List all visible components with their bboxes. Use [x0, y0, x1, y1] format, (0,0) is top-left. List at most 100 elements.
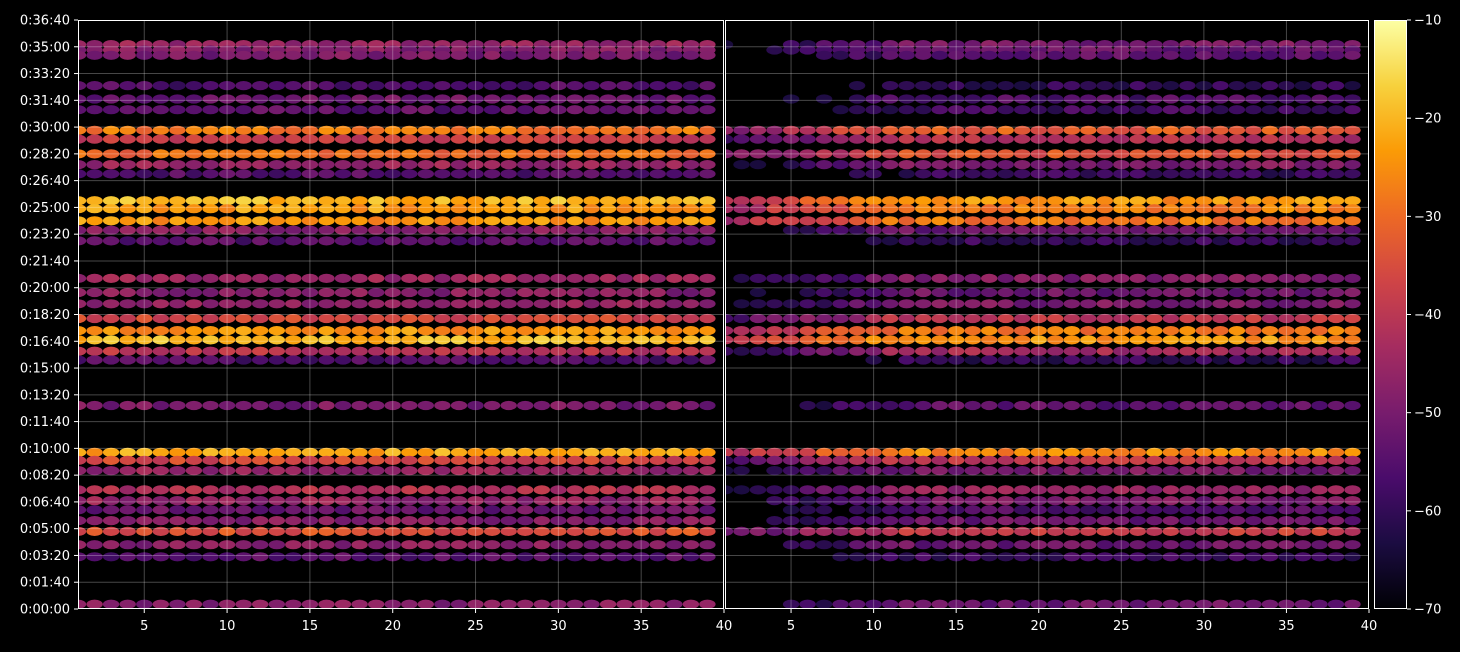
- heatmap-cell: [1162, 313, 1180, 324]
- heatmap-cell: [1080, 455, 1097, 465]
- heatmap-cell: [666, 236, 683, 246]
- heatmap-cell: [218, 149, 236, 159]
- heatmap-cell: [550, 105, 567, 115]
- heatmap-cell: [633, 287, 650, 298]
- heatmap-cell: [1146, 204, 1163, 214]
- heatmap-cell: [500, 273, 517, 283]
- heatmap-cell: [699, 81, 716, 91]
- heatmap-cell: [799, 526, 816, 537]
- heatmap-cell: [1014, 196, 1031, 206]
- heatmap-cell: [301, 355, 319, 365]
- heatmap-cell: [948, 400, 965, 411]
- heatmap-cell: [285, 105, 302, 115]
- heatmap-cell: [881, 526, 899, 537]
- heatmap-cell: [450, 169, 468, 179]
- heatmap-cell: [815, 273, 833, 283]
- heatmap-cell: [583, 169, 600, 179]
- heatmap-cell: [649, 516, 666, 526]
- heatmap-cell: [599, 287, 617, 298]
- heatmap-cell: [981, 125, 998, 135]
- heatmap-cell: [334, 346, 352, 356]
- heatmap-cell: [517, 287, 534, 298]
- heatmap-cell: [1146, 540, 1163, 550]
- heatmap-cell: [1327, 94, 1345, 104]
- heatmap-cell: [1014, 455, 1031, 465]
- heatmap-cell: [699, 287, 716, 298]
- heatmap-cell: [583, 516, 600, 526]
- heatmap-cell: [384, 447, 401, 457]
- heatmap-cell: [1278, 196, 1295, 206]
- heatmap-cell: [1228, 204, 1246, 214]
- heatmap-cell: [1014, 273, 1031, 283]
- heatmap-cell: [1327, 50, 1345, 60]
- heatmap-cell: [599, 196, 617, 206]
- heatmap-cell: [1278, 299, 1295, 309]
- heatmap-cell: [1327, 160, 1345, 170]
- heatmap-cell: [102, 105, 120, 115]
- heatmap-cell: [1014, 313, 1031, 324]
- heatmap-cell: [533, 236, 550, 246]
- heatmap-cell: [931, 216, 948, 226]
- heatmap-cell: [533, 485, 550, 495]
- heatmap-cell: [119, 149, 136, 159]
- heatmap-cell: [318, 355, 335, 365]
- heatmap-cell: [78, 505, 87, 515]
- heatmap-cell: [1261, 299, 1279, 309]
- heatmap-cell: [997, 160, 1014, 170]
- heatmap-cell: [78, 540, 87, 550]
- heatmap-cell: [86, 236, 103, 246]
- heatmap-cell: [1195, 169, 1213, 179]
- heatmap-cell: [1063, 599, 1081, 609]
- heatmap-cell: [682, 355, 700, 365]
- heatmap-cell: [566, 134, 584, 144]
- heatmap-cell: [417, 81, 434, 91]
- heatmap-cell: [152, 50, 169, 60]
- heatmap-cell: [1096, 552, 1114, 562]
- heatmap-cell: [915, 273, 932, 283]
- y-tick-label: 0:03:20: [20, 549, 70, 564]
- heatmap-cell: [401, 299, 418, 309]
- heatmap-cell: [218, 455, 236, 465]
- heatmap-cell: [152, 225, 169, 235]
- heatmap-cell: [218, 204, 236, 214]
- heatmap-cell: [1327, 287, 1345, 298]
- heatmap-cell: [185, 134, 203, 144]
- heatmap-cell: [1311, 516, 1328, 526]
- heatmap-cell: [583, 216, 600, 226]
- heatmap-cell: [218, 447, 236, 457]
- x-tick-label: 35: [633, 619, 650, 634]
- heatmap-cell: [401, 273, 418, 283]
- heatmap-cell: [915, 599, 932, 609]
- heatmap-cell: [285, 149, 302, 159]
- heatmap-cell: [301, 134, 319, 144]
- heatmap-cell: [434, 105, 451, 115]
- heatmap-cell: [78, 169, 87, 179]
- heatmap-cell: [865, 287, 882, 298]
- heatmap-cell: [136, 447, 153, 457]
- heatmap-cell: [368, 216, 385, 226]
- heatmap-cell: [981, 273, 998, 283]
- heatmap-cell: [533, 526, 550, 537]
- heatmap-cell: [500, 81, 517, 91]
- heatmap-cell: [1162, 169, 1180, 179]
- heatmap-cell: [1311, 400, 1328, 411]
- heatmap-cell: [682, 196, 700, 206]
- heatmap-cell: [1228, 216, 1246, 226]
- heatmap-cell: [318, 273, 335, 283]
- heatmap-cell: [948, 196, 965, 206]
- heatmap-cell: [766, 516, 783, 526]
- heatmap-cell: [334, 355, 352, 365]
- heatmap-cell: [351, 169, 368, 179]
- heatmap-cell: [1294, 81, 1312, 91]
- heatmap-cell: [334, 204, 352, 214]
- heatmap-cell: [682, 447, 700, 457]
- heatmap-cell: [1080, 516, 1097, 526]
- heatmap-cell: [1344, 216, 1361, 226]
- heatmap-cell: [1195, 355, 1213, 365]
- heatmap-cell: [1228, 125, 1246, 135]
- heatmap-cell: [285, 160, 302, 170]
- heatmap-cell: [848, 313, 866, 324]
- heatmap-cell: [434, 236, 451, 246]
- heatmap-cell: [1294, 169, 1312, 179]
- heatmap-cell: [725, 485, 734, 495]
